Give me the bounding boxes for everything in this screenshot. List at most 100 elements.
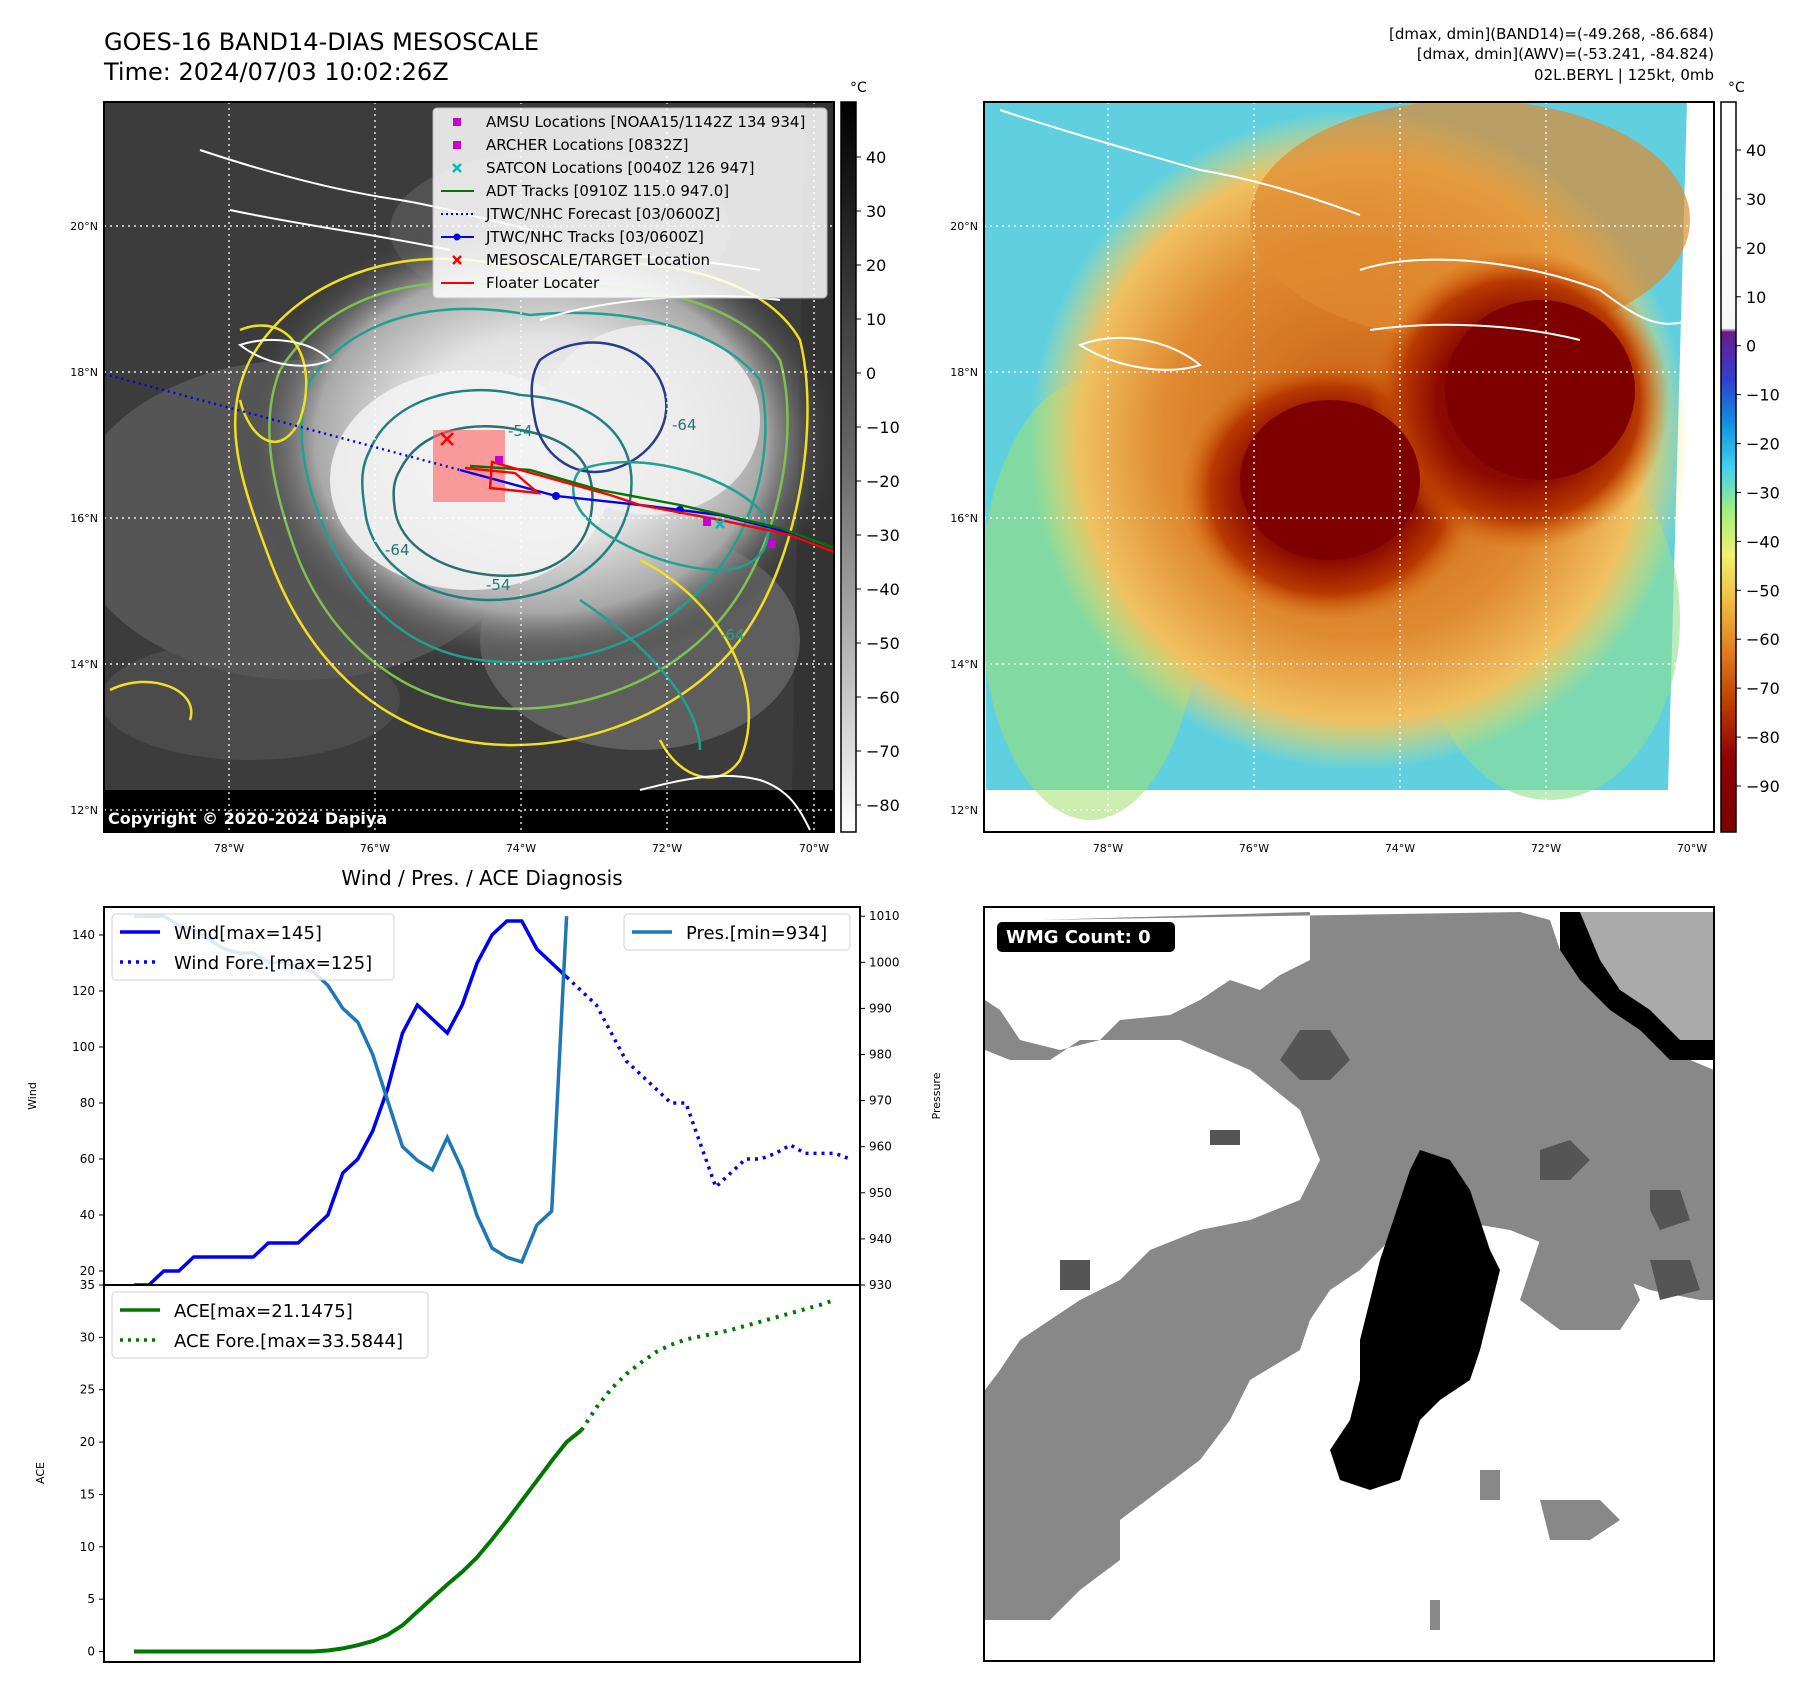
lat-label: 20°N (950, 220, 978, 233)
pressure-legend-label: Pres.[min=934] (686, 923, 827, 944)
wind-y-tick-label: 140 (72, 928, 95, 942)
right-colorbar-ticks: 40 30 20 10 0 −10 −20 −30 −40 −50 −60 −70 −80 −90 (1736, 141, 1780, 796)
figure-title: GOES-16 BAND14-DIAS MESOSCALE (104, 28, 539, 56)
colorbar-tick-label: −50 (866, 634, 900, 653)
copyright-text: Copyright © 2020-2024 Dapiya (108, 809, 387, 828)
wmg-count-badge-bg (997, 922, 1175, 952)
pressure-legend: Pres.[min=934] (623, 913, 851, 951)
colorbar-tick-label: −30 (1746, 483, 1780, 502)
contour-rainband (639, 558, 750, 779)
right-colorbar-unit: °C (1728, 80, 1745, 96)
lon-label: 78°W (1093, 842, 1123, 855)
lat-label: 12°N (70, 804, 98, 817)
ace-legend-label: ACE[max=21.1475] (174, 1301, 353, 1322)
left-colorbar (840, 101, 857, 833)
wind-y-tick-label: 40 (80, 1208, 95, 1222)
legend-entry-label: ADT Tracks [0910Z 115.0 947.0] (486, 182, 729, 200)
pressure-y-tick-label: 950 (869, 1186, 892, 1200)
wmg-dark-gray-field (1060, 1030, 1700, 1300)
pressure-y-tick-label: 980 (869, 1048, 892, 1062)
colorbar-tick-label: 20 (1746, 239, 1766, 258)
wmg-light-gray-corner (1560, 912, 1714, 1060)
ace-y-tick-label: 20 (80, 1435, 95, 1449)
amsu-marker (768, 540, 776, 548)
coastline-south-america (639, 774, 811, 831)
hot-core-center (1240, 400, 1420, 560)
coastline-cuba (999, 109, 1361, 216)
ace-y-tick-label: 5 (87, 1592, 95, 1606)
colorbar-tick-label: −80 (866, 796, 900, 815)
lon-label: 72°W (1531, 842, 1561, 855)
legend-entry-label: JTWC/NHC Forecast [03/0600Z] (485, 205, 720, 223)
ace-forecast-line (579, 1297, 836, 1432)
wind-legend: Wind[max=145] Wind Fore.[max=125] (111, 913, 395, 981)
right-map-lat-labels: 20°N 18°N 16°N 14°N 12°N (950, 220, 978, 817)
contour-rainband (238, 324, 308, 443)
amsu-marker (495, 456, 503, 464)
dmax-awv-text: [dmax, dmin](AWV)=(-53.241, -84.824) (1417, 45, 1714, 63)
storm-info-text: 02L.BERYL | 125kt, 0mb (1534, 66, 1714, 84)
colorbar-tick-label: −20 (866, 472, 900, 491)
legend-entry-label: ARCHER Locations [0832Z] (486, 136, 689, 154)
colorbar-tick-label: 40 (866, 148, 886, 167)
pressure-y-tick-label: 970 (869, 1094, 892, 1108)
left-map-lat-labels: 20°N 18°N 16°N 14°N 12°N (70, 220, 98, 817)
colorbar-tick-label: −50 (1746, 581, 1780, 600)
jtwc-forecast-track (104, 372, 461, 472)
left-map-lon-labels: 78°W 76°W 74°W 72°W 70°W (214, 842, 829, 855)
contour-teal (300, 307, 767, 664)
ace-y-tick-label: 25 (80, 1383, 95, 1397)
lon-label: 74°W (1385, 842, 1415, 855)
lon-label: 70°W (799, 842, 829, 855)
satcon-marker (715, 519, 725, 529)
colorbar-tick-label: 30 (866, 202, 886, 221)
right-map-panel: 20°N 18°N 16°N 14°N 12°N 78°W 76°W 74°W … (950, 80, 1780, 855)
contour-label: -54 (508, 422, 533, 440)
wind-y-tick-label: 20 (80, 1264, 95, 1278)
colorbar-tick-label: −10 (866, 418, 900, 437)
ace-fore-legend-label: ACE Fore.[max=33.5844] (174, 1331, 403, 1352)
pressure-y-tick-label: 1000 (869, 955, 900, 969)
wind-pressure-chart: 20 40 60 80 100 120 140 930 940 950 960 970 980 990 10… (72, 906, 900, 1292)
lat-label: 18°N (950, 366, 978, 379)
lon-label: 70°W (1677, 842, 1707, 855)
wmg-black-core (1330, 1150, 1500, 1490)
left-colorbar-ticks: 40 30 20 10 0 −10 −20 −30 −40 −50 −60 −70 −80 (856, 148, 900, 815)
colorbar-tick-label: 40 (1746, 141, 1766, 160)
ace-line (134, 1428, 583, 1654)
pressure-y-tick-label: 960 (869, 1140, 892, 1154)
legend-entry-label: MESOSCALE/TARGET Location (486, 251, 710, 269)
coastline-cuba (229, 209, 451, 251)
left-map-panel: -54 -64 -64 -54 -64 (70, 80, 900, 855)
legend-entry-label: AMSU Locations [NOAA15/1142Z 134 934] (486, 113, 805, 131)
wind-y-tick-label: 120 (72, 984, 95, 998)
contour-rainband (109, 680, 193, 721)
pressure-y-tick-label: 930 (869, 1278, 892, 1292)
colorbar-tick-label: −70 (1746, 679, 1780, 698)
diagnosis-title: Wind / Pres. / ACE Diagnosis (341, 866, 622, 890)
colorbar-tick-label: −80 (1746, 728, 1780, 747)
lon-label: 76°W (360, 842, 390, 855)
legend-marker-square (453, 141, 461, 149)
ace-y-tick-label: 0 (87, 1645, 95, 1659)
coastline-hispaniola (1369, 323, 1581, 341)
wind-axis-label: Wind (26, 1082, 39, 1110)
colorbar-tick-label: −40 (1746, 532, 1780, 551)
colorbar-tick-label: −70 (866, 742, 900, 761)
lat-label: 18°N (70, 366, 98, 379)
legend-marker-x (452, 255, 462, 265)
wmg-frame (983, 906, 1715, 1662)
contour-dark-blue (572, 460, 770, 572)
ace-y-tick-label: 15 (80, 1487, 95, 1501)
wind-fore-legend-label: Wind Fore.[max=125] (174, 953, 372, 974)
colorbar-tick-label: −40 (866, 580, 900, 599)
colorbar-tick-label: 10 (866, 310, 886, 329)
colorbar-tick-label: −30 (866, 526, 900, 545)
coastline-jamaica (1077, 336, 1203, 371)
pressure-y-tick-label: 990 (869, 1001, 892, 1015)
colorbar-tick-label: 0 (866, 364, 876, 383)
lat-label: 12°N (950, 804, 978, 817)
dmax-band14-text: [dmax, dmin](BAND14)=(-49.268, -86.684) (1389, 25, 1714, 43)
colorbar-tick-label: −20 (1746, 435, 1780, 454)
